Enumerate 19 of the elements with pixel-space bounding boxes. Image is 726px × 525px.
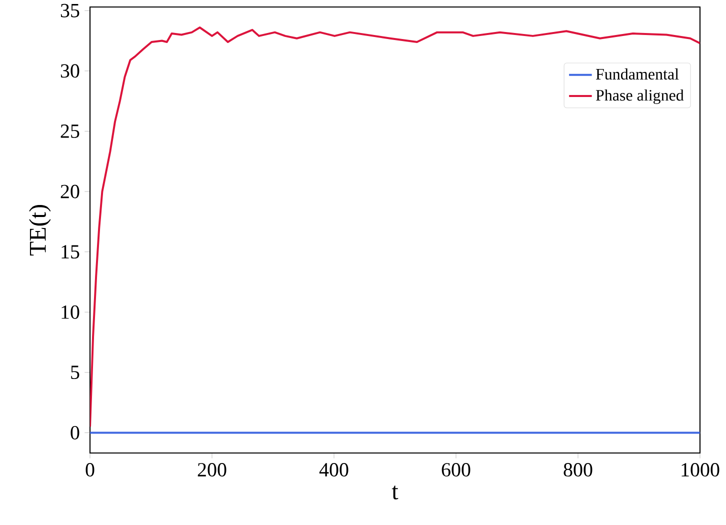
legend-label: Fundamental <box>596 68 679 80</box>
y-tick-label: 20 <box>60 184 80 198</box>
y-tick-label: 15 <box>62 245 80 259</box>
x-axis-title: t <box>392 486 398 500</box>
y-tick-label: 25 <box>60 124 80 138</box>
x-tick-label: 0 <box>86 463 94 477</box>
x-tick-label: 1000 <box>682 463 720 477</box>
y-tick-label: 0 <box>70 426 80 440</box>
x-tick-label: 400 <box>319 463 348 477</box>
y-tick-label: 5 <box>71 366 80 380</box>
x-tick-label: 800 <box>564 463 592 477</box>
y-tick-label: 30 <box>60 64 80 78</box>
line-series <box>90 26 700 428</box>
x-tick-label: 600 <box>442 463 470 477</box>
legend-label: Phase aligned <box>596 89 684 104</box>
y-tick-label: 10 <box>62 305 80 319</box>
y-axis-title: TE(t) <box>29 205 51 256</box>
y-tick-label: 35 <box>60 4 80 18</box>
x-tick-label: 200 <box>198 463 226 477</box>
